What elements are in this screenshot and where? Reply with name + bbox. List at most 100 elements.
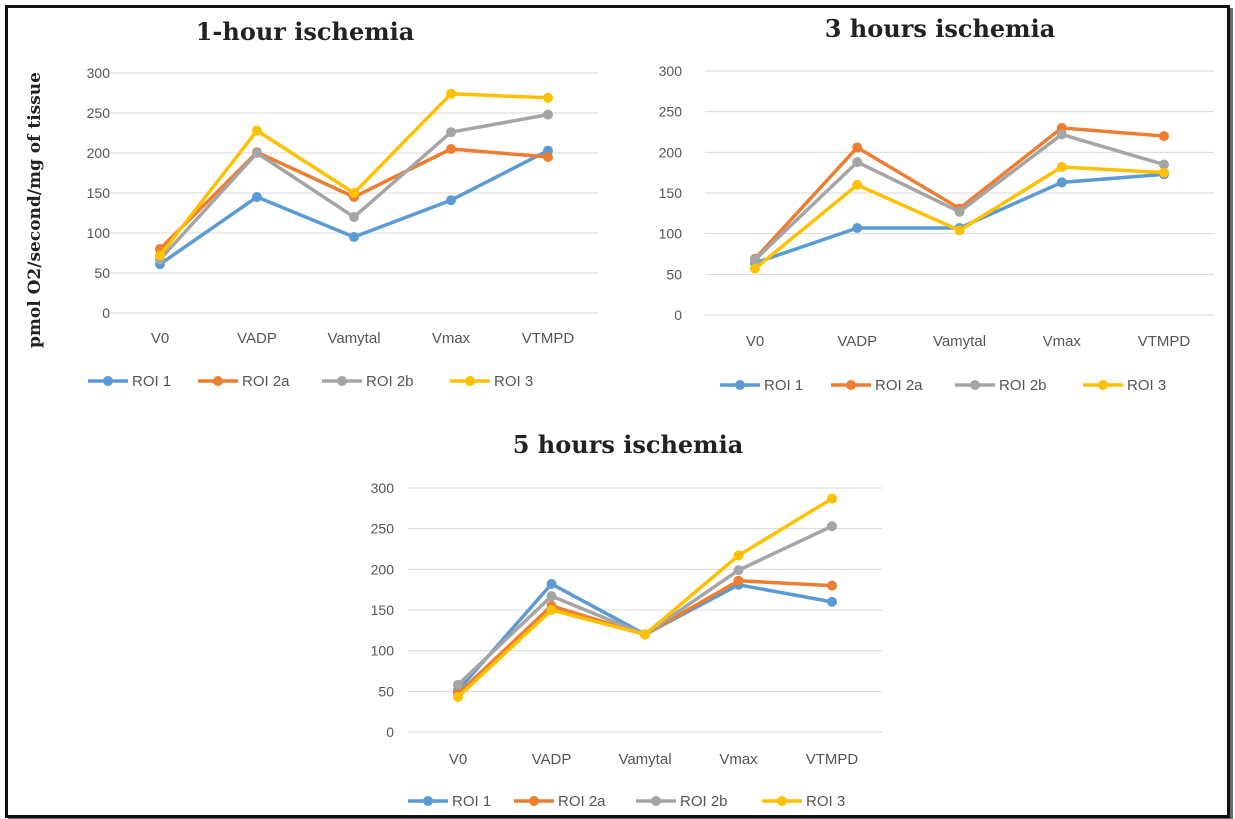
- data-point: [852, 157, 863, 168]
- y-tick-label: 250: [659, 104, 683, 120]
- data-point: [446, 144, 456, 154]
- y-tick-label: 50: [94, 265, 110, 281]
- legend-swatch-marker: [529, 796, 539, 806]
- data-point: [733, 575, 744, 586]
- data-point: [349, 212, 359, 222]
- chart-title: 5 hours ischemia: [513, 430, 744, 459]
- data-point: [733, 565, 744, 576]
- y-tick-label: 150: [87, 185, 111, 201]
- x-tick-label: Vmax: [1043, 333, 1082, 350]
- data-point: [1159, 167, 1169, 178]
- chart-1: 1-hour ischemia 0 50 100 150 200 250 300 V0 VADP V…: [87, 17, 598, 390]
- legend-swatch-marker: [735, 380, 745, 390]
- figure-frame: [5, 5, 1230, 818]
- y-tick-label: 100: [371, 643, 395, 659]
- data-point: [1159, 131, 1169, 142]
- x-tick-label: VTMPD: [806, 751, 859, 768]
- legend-item: ROI 1: [88, 373, 171, 390]
- data-point: [852, 222, 863, 233]
- legend-swatch-marker: [337, 376, 347, 386]
- legend-item: ROI 1: [720, 377, 803, 394]
- chart-3: 5 hours ischemia 0 50 100 150 200 250 300 V0 VADP…: [371, 430, 882, 810]
- y-tick-label: 200: [87, 145, 111, 161]
- legend-label: ROI 2a: [875, 377, 923, 394]
- data-point: [453, 679, 463, 690]
- series-line-roi-2b: [456, 524, 834, 687]
- legend-item: ROI 2b: [636, 793, 728, 810]
- legend-swatch-marker: [465, 376, 475, 386]
- data-point: [750, 263, 760, 274]
- series-line-roi-3: [753, 165, 1166, 271]
- data-point: [827, 580, 837, 591]
- x-tick-label: VADP: [837, 333, 877, 350]
- chart-title: 1-hour ischemia: [196, 17, 415, 46]
- y-tick-label: 300: [87, 65, 111, 81]
- x-tick-label: VTMPD: [1138, 333, 1191, 350]
- data-point: [446, 127, 456, 138]
- legend-swatch-marker: [423, 796, 433, 806]
- y-tick-label: 50: [378, 683, 394, 699]
- data-point: [446, 195, 456, 206]
- y-tick-label: 150: [659, 185, 683, 201]
- data-point: [546, 605, 557, 615]
- legend-swatch-marker: [1098, 380, 1108, 390]
- data-point: [1056, 177, 1067, 188]
- legend-item: ROI 2b: [955, 377, 1047, 394]
- legend-label: ROI 3: [806, 793, 845, 810]
- legend-label: ROI 1: [764, 377, 803, 394]
- data-point: [827, 521, 837, 532]
- y-tick-label: 150: [371, 602, 395, 618]
- legend-swatch-marker: [846, 380, 856, 390]
- y-tick-label: 300: [659, 63, 683, 79]
- data-point: [1159, 159, 1169, 170]
- legend-label: ROI 3: [1127, 377, 1166, 394]
- legend-label: ROI 1: [452, 793, 491, 810]
- legend-swatch-marker: [651, 796, 661, 806]
- legend-label: ROI 2b: [680, 793, 728, 810]
- x-tick-label: V0: [746, 333, 764, 350]
- data-point: [155, 250, 165, 261]
- data-point: [640, 629, 650, 640]
- data-point: [446, 88, 456, 99]
- x-tick-label: Vmax: [432, 330, 471, 347]
- x-tick-label: Vamytal: [933, 333, 986, 350]
- legend-label: ROI 2b: [366, 373, 414, 390]
- legend-item: ROI 2b: [322, 373, 414, 390]
- legend-item: ROI 3: [450, 373, 533, 390]
- data-point: [733, 550, 744, 561]
- data-point: [543, 152, 553, 162]
- data-point: [252, 148, 262, 158]
- legend-item: ROI 3: [1083, 377, 1166, 394]
- x-tick-label: Vmax: [719, 751, 758, 768]
- x-tick-label: V0: [449, 751, 467, 768]
- data-point: [954, 206, 965, 217]
- y-tick-label: 0: [674, 307, 682, 323]
- data-point: [252, 192, 262, 202]
- legend-item: ROI 2a: [198, 373, 290, 390]
- legend-label: ROI 3: [494, 373, 533, 390]
- data-point: [750, 254, 760, 265]
- data-point: [827, 493, 837, 504]
- data-point: [1056, 161, 1067, 172]
- legend-swatch-marker: [777, 796, 787, 806]
- chart-title: 3 hours ischemia: [825, 14, 1056, 43]
- y-tick-label: 200: [659, 144, 683, 160]
- legend-item: ROI 2a: [831, 377, 923, 394]
- series-line-roi-1: [158, 148, 550, 266]
- series-line-roi-3: [158, 92, 550, 258]
- y-tick-label: 200: [371, 561, 395, 577]
- x-tick-label: VADP: [532, 751, 572, 768]
- y-tick-label: 300: [371, 480, 395, 496]
- chart-2: 3 hours ischemia 0 50 100 150 200 250 300 V0 VADP…: [659, 14, 1214, 394]
- data-point: [453, 692, 463, 703]
- data-point: [543, 109, 553, 120]
- x-tick-label: Vamytal: [327, 330, 380, 347]
- legend-swatch-marker: [103, 376, 113, 386]
- y-tick-label: 250: [371, 521, 395, 537]
- legend-item: ROI 3: [762, 793, 845, 810]
- y-tick-label: 250: [87, 105, 111, 121]
- data-point: [852, 142, 863, 153]
- legend-swatch-marker: [213, 376, 223, 386]
- data-point: [546, 591, 557, 602]
